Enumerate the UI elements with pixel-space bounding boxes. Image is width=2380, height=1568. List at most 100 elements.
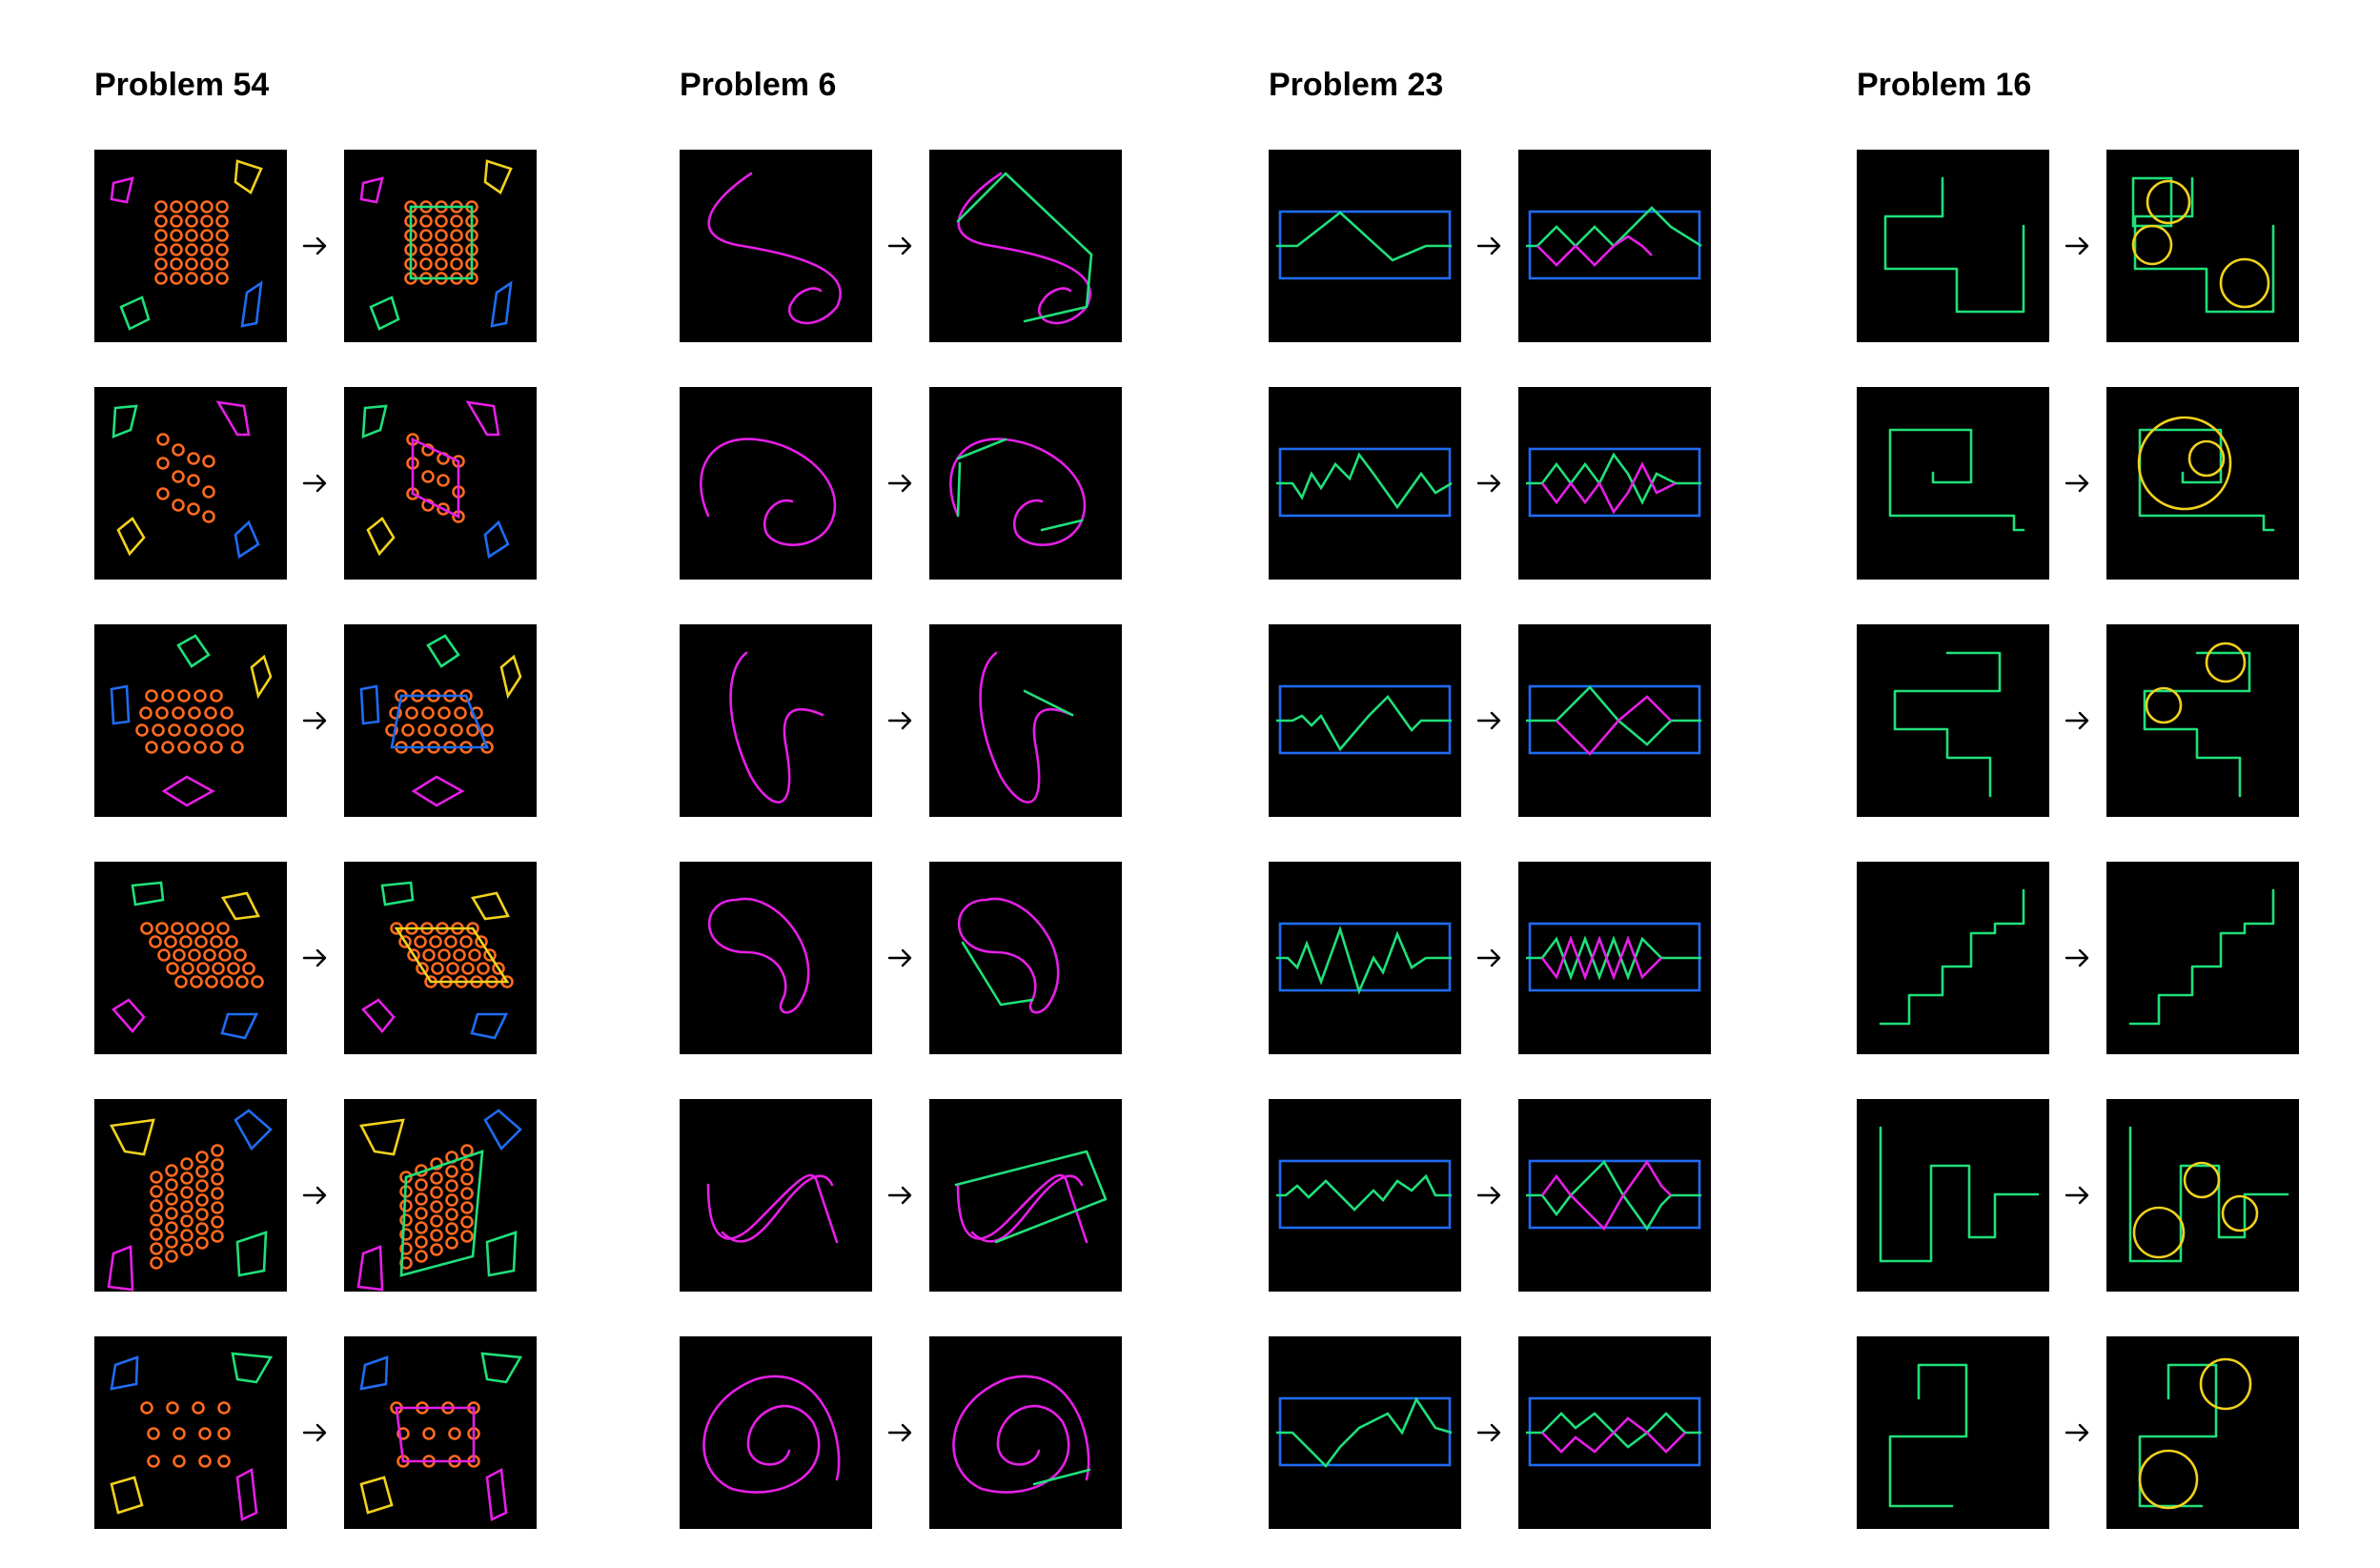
right-arrow-icon	[287, 862, 344, 1054]
problem-row	[1857, 1099, 2380, 1292]
right-arrow-icon	[872, 624, 929, 817]
right-arrow-icon	[1461, 387, 1518, 580]
right-arrow-icon	[872, 1336, 929, 1529]
output-tile	[2106, 150, 2299, 342]
right-arrow-icon	[1461, 624, 1518, 817]
right-arrow-icon	[2049, 624, 2106, 817]
right-arrow-icon	[287, 1336, 344, 1529]
right-arrow-icon	[1461, 862, 1518, 1054]
problem-row	[1857, 387, 2380, 580]
problem-row	[94, 624, 628, 817]
right-arrow-icon	[2049, 1336, 2106, 1529]
input-tile	[94, 1099, 287, 1292]
input-tile	[1857, 862, 2049, 1054]
problem-row	[1269, 624, 1802, 817]
input-tile	[1857, 1099, 2049, 1292]
input-tile	[1857, 1336, 2049, 1529]
problem-row	[1269, 1336, 1802, 1529]
output-tile	[1518, 387, 1711, 580]
output-tile	[344, 1099, 537, 1292]
right-arrow-icon	[287, 150, 344, 342]
output-tile	[1518, 150, 1711, 342]
problem-row	[94, 862, 628, 1054]
input-tile	[680, 1099, 872, 1292]
problem-title: Problem 6	[680, 67, 837, 103]
right-arrow-icon	[1461, 1336, 1518, 1529]
output-tile	[1518, 862, 1711, 1054]
problem-row	[680, 624, 1213, 817]
problem-row	[680, 150, 1213, 342]
right-arrow-icon	[287, 624, 344, 817]
problem-row	[680, 862, 1213, 1054]
input-tile	[1857, 624, 2049, 817]
output-tile	[344, 150, 537, 342]
input-tile	[1269, 862, 1461, 1054]
output-tile	[2106, 862, 2299, 1054]
input-tile	[94, 150, 287, 342]
problem-row	[94, 150, 628, 342]
input-tile	[1857, 150, 2049, 342]
right-arrow-icon	[2049, 862, 2106, 1054]
problem-title: Problem 16	[1857, 67, 2032, 103]
input-tile	[1269, 1336, 1461, 1529]
problem-title: Problem 23	[1269, 67, 1444, 103]
output-tile	[2106, 1336, 2299, 1529]
input-tile	[1269, 624, 1461, 817]
output-tile	[2106, 387, 2299, 580]
problem-row	[1269, 150, 1802, 342]
problem-row	[1857, 862, 2380, 1054]
problem-row	[1857, 624, 2380, 817]
right-arrow-icon	[2049, 1099, 2106, 1292]
output-tile	[929, 862, 1122, 1054]
problem-row	[1269, 862, 1802, 1054]
input-tile	[680, 150, 872, 342]
right-arrow-icon	[287, 1099, 344, 1292]
output-tile	[929, 150, 1122, 342]
problem-row	[94, 387, 628, 580]
output-tile	[344, 387, 537, 580]
problem-row	[94, 1336, 628, 1529]
right-arrow-icon	[2049, 150, 2106, 342]
output-tile	[2106, 1099, 2299, 1292]
problem-row	[680, 1336, 1213, 1529]
input-tile	[1269, 1099, 1461, 1292]
problem-row	[680, 387, 1213, 580]
input-tile	[1269, 387, 1461, 580]
right-arrow-icon	[872, 1099, 929, 1292]
output-tile	[344, 862, 537, 1054]
right-arrow-icon	[1461, 150, 1518, 342]
problem-row	[680, 1099, 1213, 1292]
output-tile	[344, 624, 537, 817]
right-arrow-icon	[1461, 1099, 1518, 1292]
output-tile	[929, 387, 1122, 580]
output-tile	[929, 624, 1122, 817]
right-arrow-icon	[287, 387, 344, 580]
right-arrow-icon	[2049, 387, 2106, 580]
problem-row	[1269, 1099, 1802, 1292]
input-tile	[94, 1336, 287, 1529]
output-tile	[929, 1336, 1122, 1529]
output-tile	[1518, 624, 1711, 817]
output-tile	[1518, 1099, 1711, 1292]
output-tile	[344, 1336, 537, 1529]
output-tile	[1518, 1336, 1711, 1529]
input-tile	[94, 624, 287, 817]
input-tile	[1857, 387, 2049, 580]
problem-row	[94, 1099, 628, 1292]
input-tile	[680, 624, 872, 817]
input-tile	[94, 862, 287, 1054]
right-arrow-icon	[872, 862, 929, 1054]
problem-title: Problem 54	[94, 67, 270, 103]
input-tile	[680, 1336, 872, 1529]
input-tile	[680, 387, 872, 580]
problem-row	[1269, 387, 1802, 580]
input-tile	[1269, 150, 1461, 342]
input-tile	[94, 387, 287, 580]
problem-row	[1857, 1336, 2380, 1529]
output-tile	[2106, 624, 2299, 817]
problem-row	[1857, 150, 2380, 342]
right-arrow-icon	[872, 150, 929, 342]
right-arrow-icon	[872, 387, 929, 580]
input-tile	[680, 862, 872, 1054]
output-tile	[929, 1099, 1122, 1292]
